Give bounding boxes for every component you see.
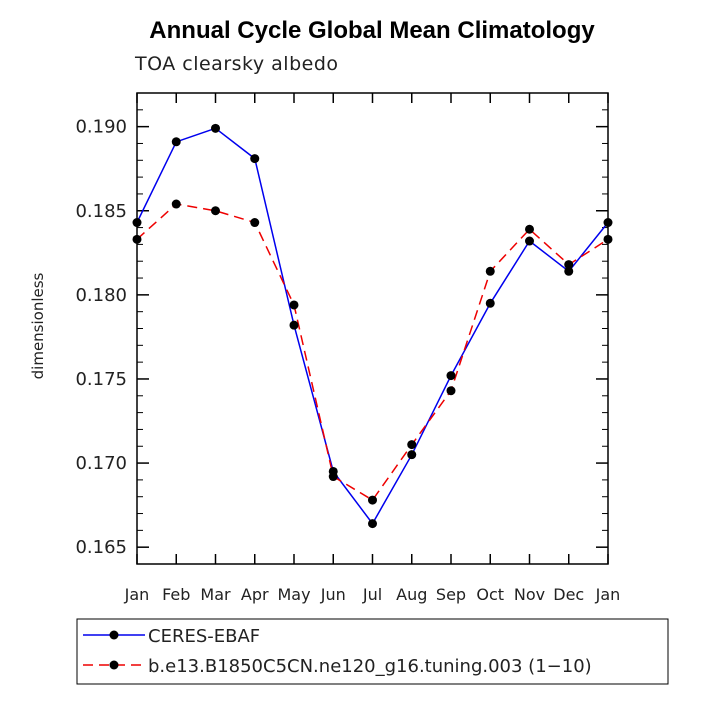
y-axis-label: dimensionless xyxy=(29,272,47,379)
series-1-point xyxy=(171,199,181,209)
series-1-point xyxy=(132,234,142,244)
x-tick-label: Sep xyxy=(436,585,466,604)
series-1-point xyxy=(564,260,574,270)
y-tick-label: 0.185 xyxy=(75,201,127,222)
series-0-point xyxy=(368,519,377,529)
y-tick-label: 0.180 xyxy=(75,285,127,306)
series-1-point xyxy=(368,495,377,505)
series-0-point xyxy=(446,371,456,381)
x-tick-label: Nov xyxy=(514,585,545,604)
series-markers xyxy=(132,123,613,529)
legend-box xyxy=(76,618,669,685)
x-tick-label: May xyxy=(277,585,310,604)
y-tick-label: 0.170 xyxy=(75,453,127,474)
axis-tick-labels: 0.165 0.170 0.175 0.180 0.185 0.190 Jan Feb Mar A… xyxy=(75,117,620,604)
series-1-point xyxy=(211,206,220,216)
series-0-point xyxy=(564,266,574,276)
series-1-point xyxy=(407,440,417,450)
series-1-point xyxy=(328,472,338,482)
series-1-point xyxy=(603,234,613,244)
y-tick-label: 0.175 xyxy=(75,369,127,390)
x-tick-label: Jun xyxy=(320,585,346,604)
series-line-0 xyxy=(136,127,609,525)
chart-title: Annual Cycle Global Mean Climatology xyxy=(149,17,595,44)
series-0-point xyxy=(211,123,220,133)
legend-label-0: CERES-EBAF xyxy=(148,626,260,647)
plot-frame xyxy=(136,92,609,565)
y-tick-label: 0.165 xyxy=(75,537,127,558)
x-tick-label: Apr xyxy=(241,585,269,604)
series-1-point xyxy=(525,224,534,234)
legend-label-1: b.e13.B1850C5CN.ne120_g16.tuning.003 (1−… xyxy=(148,656,592,677)
series-line-1 xyxy=(136,203,609,502)
x-tick-label: Jan xyxy=(124,585,150,604)
y-tick-label: 0.190 xyxy=(75,117,127,138)
x-tick-label: Feb xyxy=(162,585,190,604)
x-tick-label: Jan xyxy=(595,585,621,604)
series-lines xyxy=(136,127,609,525)
legend-marker-0 xyxy=(109,630,119,640)
series-0-point xyxy=(525,236,534,246)
series-0-point xyxy=(132,218,142,228)
chart-subtitle: TOA clearsky albedo xyxy=(134,53,339,75)
x-tick-label: Dec xyxy=(553,585,584,604)
axis-ticks xyxy=(136,92,609,565)
series-0-point xyxy=(289,320,299,330)
x-tick-label: Oct xyxy=(476,585,504,604)
series-1-point xyxy=(485,266,495,276)
series-1-point xyxy=(289,300,299,310)
x-tick-label: Aug xyxy=(396,585,427,604)
x-tick-label: Mar xyxy=(200,585,231,604)
series-1-point xyxy=(250,218,260,228)
series-0-point xyxy=(250,154,260,164)
series-0-point xyxy=(603,218,613,228)
legend-marker-1 xyxy=(109,660,119,670)
series-1-point xyxy=(446,386,456,396)
series-0-point xyxy=(407,450,417,460)
x-tick-label: Jul xyxy=(362,585,382,604)
series-0-point xyxy=(171,137,181,147)
series-0-point xyxy=(485,298,495,308)
legend: CERES-EBAF b.e13.B1850C5CN.ne120_g16.tuni… xyxy=(83,626,592,677)
